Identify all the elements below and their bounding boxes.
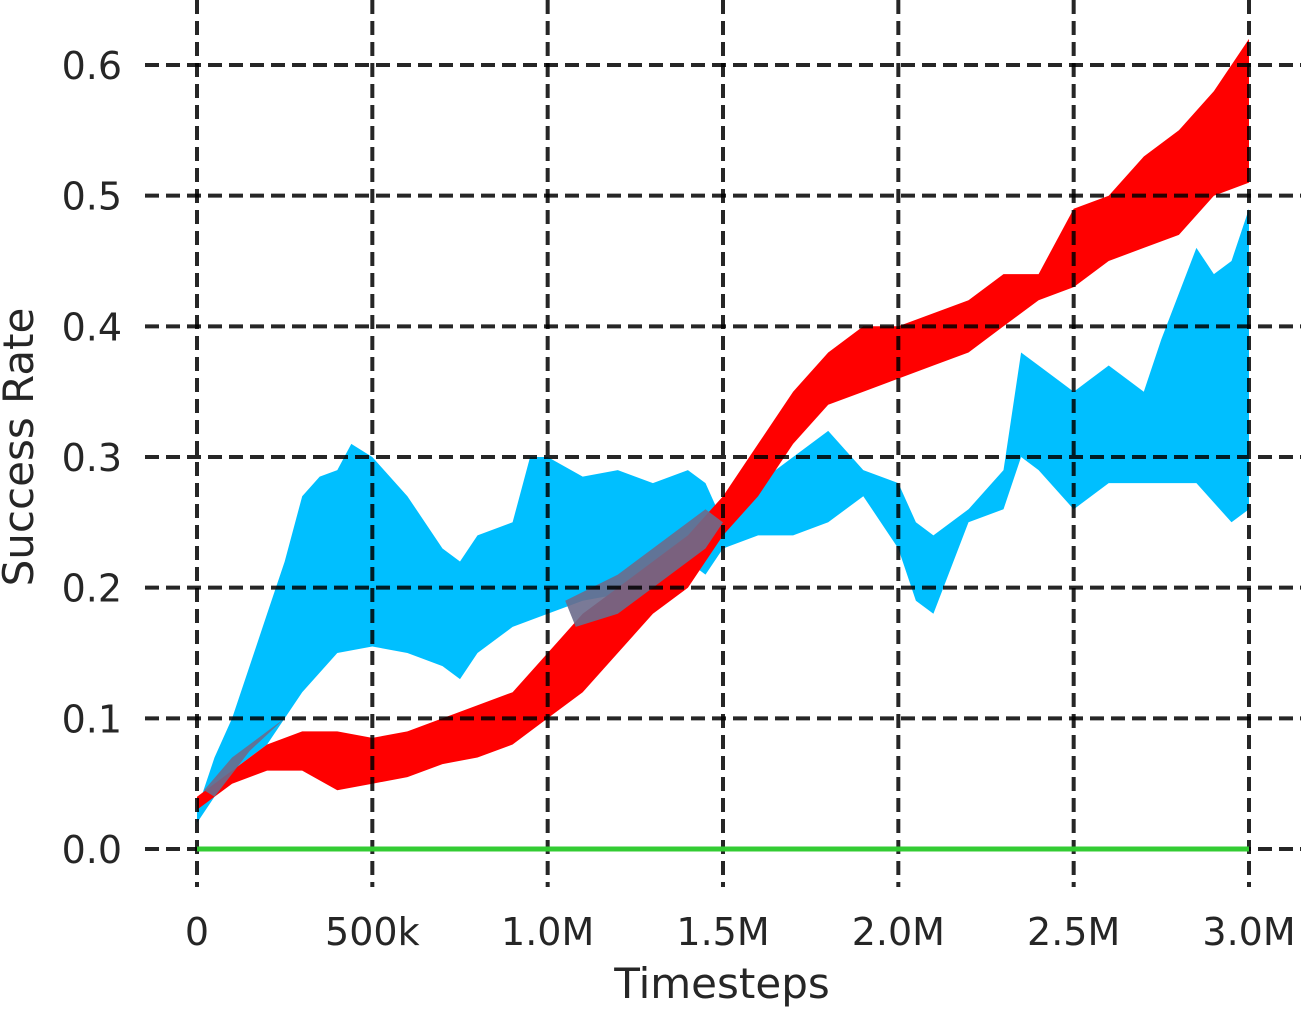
x-axis-ticks: 0 500k 1.0M 1.5M 2.0M 2.5M 3.0M — [185, 910, 1296, 954]
y-tick-label: 0.3 — [62, 436, 122, 480]
x-tick-label: 1.5M — [676, 910, 769, 954]
x-tick-label: 1.0M — [501, 910, 594, 954]
x-tick-label: 2.0M — [852, 910, 945, 954]
x-tick-label: 0 — [185, 910, 209, 954]
y-tick-label: 0.1 — [62, 697, 122, 741]
y-tick-label: 0.6 — [62, 44, 122, 88]
overlap-region — [204, 718, 285, 797]
x-axis-label: Timesteps — [613, 959, 830, 1008]
y-tick-label: 0.4 — [62, 305, 122, 349]
y-axis-label: Success Rate — [0, 308, 43, 587]
plot-area — [197, 38, 1249, 823]
y-tick-label: 0.2 — [62, 567, 122, 611]
red-band — [197, 38, 1249, 810]
grid-lines — [145, 0, 1301, 887]
y-tick-label: 0.0 — [62, 828, 122, 872]
overlap-region — [565, 509, 723, 627]
y-axis-ticks: 0.0 0.1 0.2 0.3 0.4 0.5 0.6 — [62, 44, 122, 872]
x-tick-label: 500k — [325, 910, 420, 954]
x-tick-label: 3.0M — [1202, 910, 1295, 954]
cyan-band — [197, 208, 1249, 823]
x-tick-label: 2.5M — [1027, 910, 1120, 954]
y-tick-label: 0.5 — [62, 175, 122, 219]
